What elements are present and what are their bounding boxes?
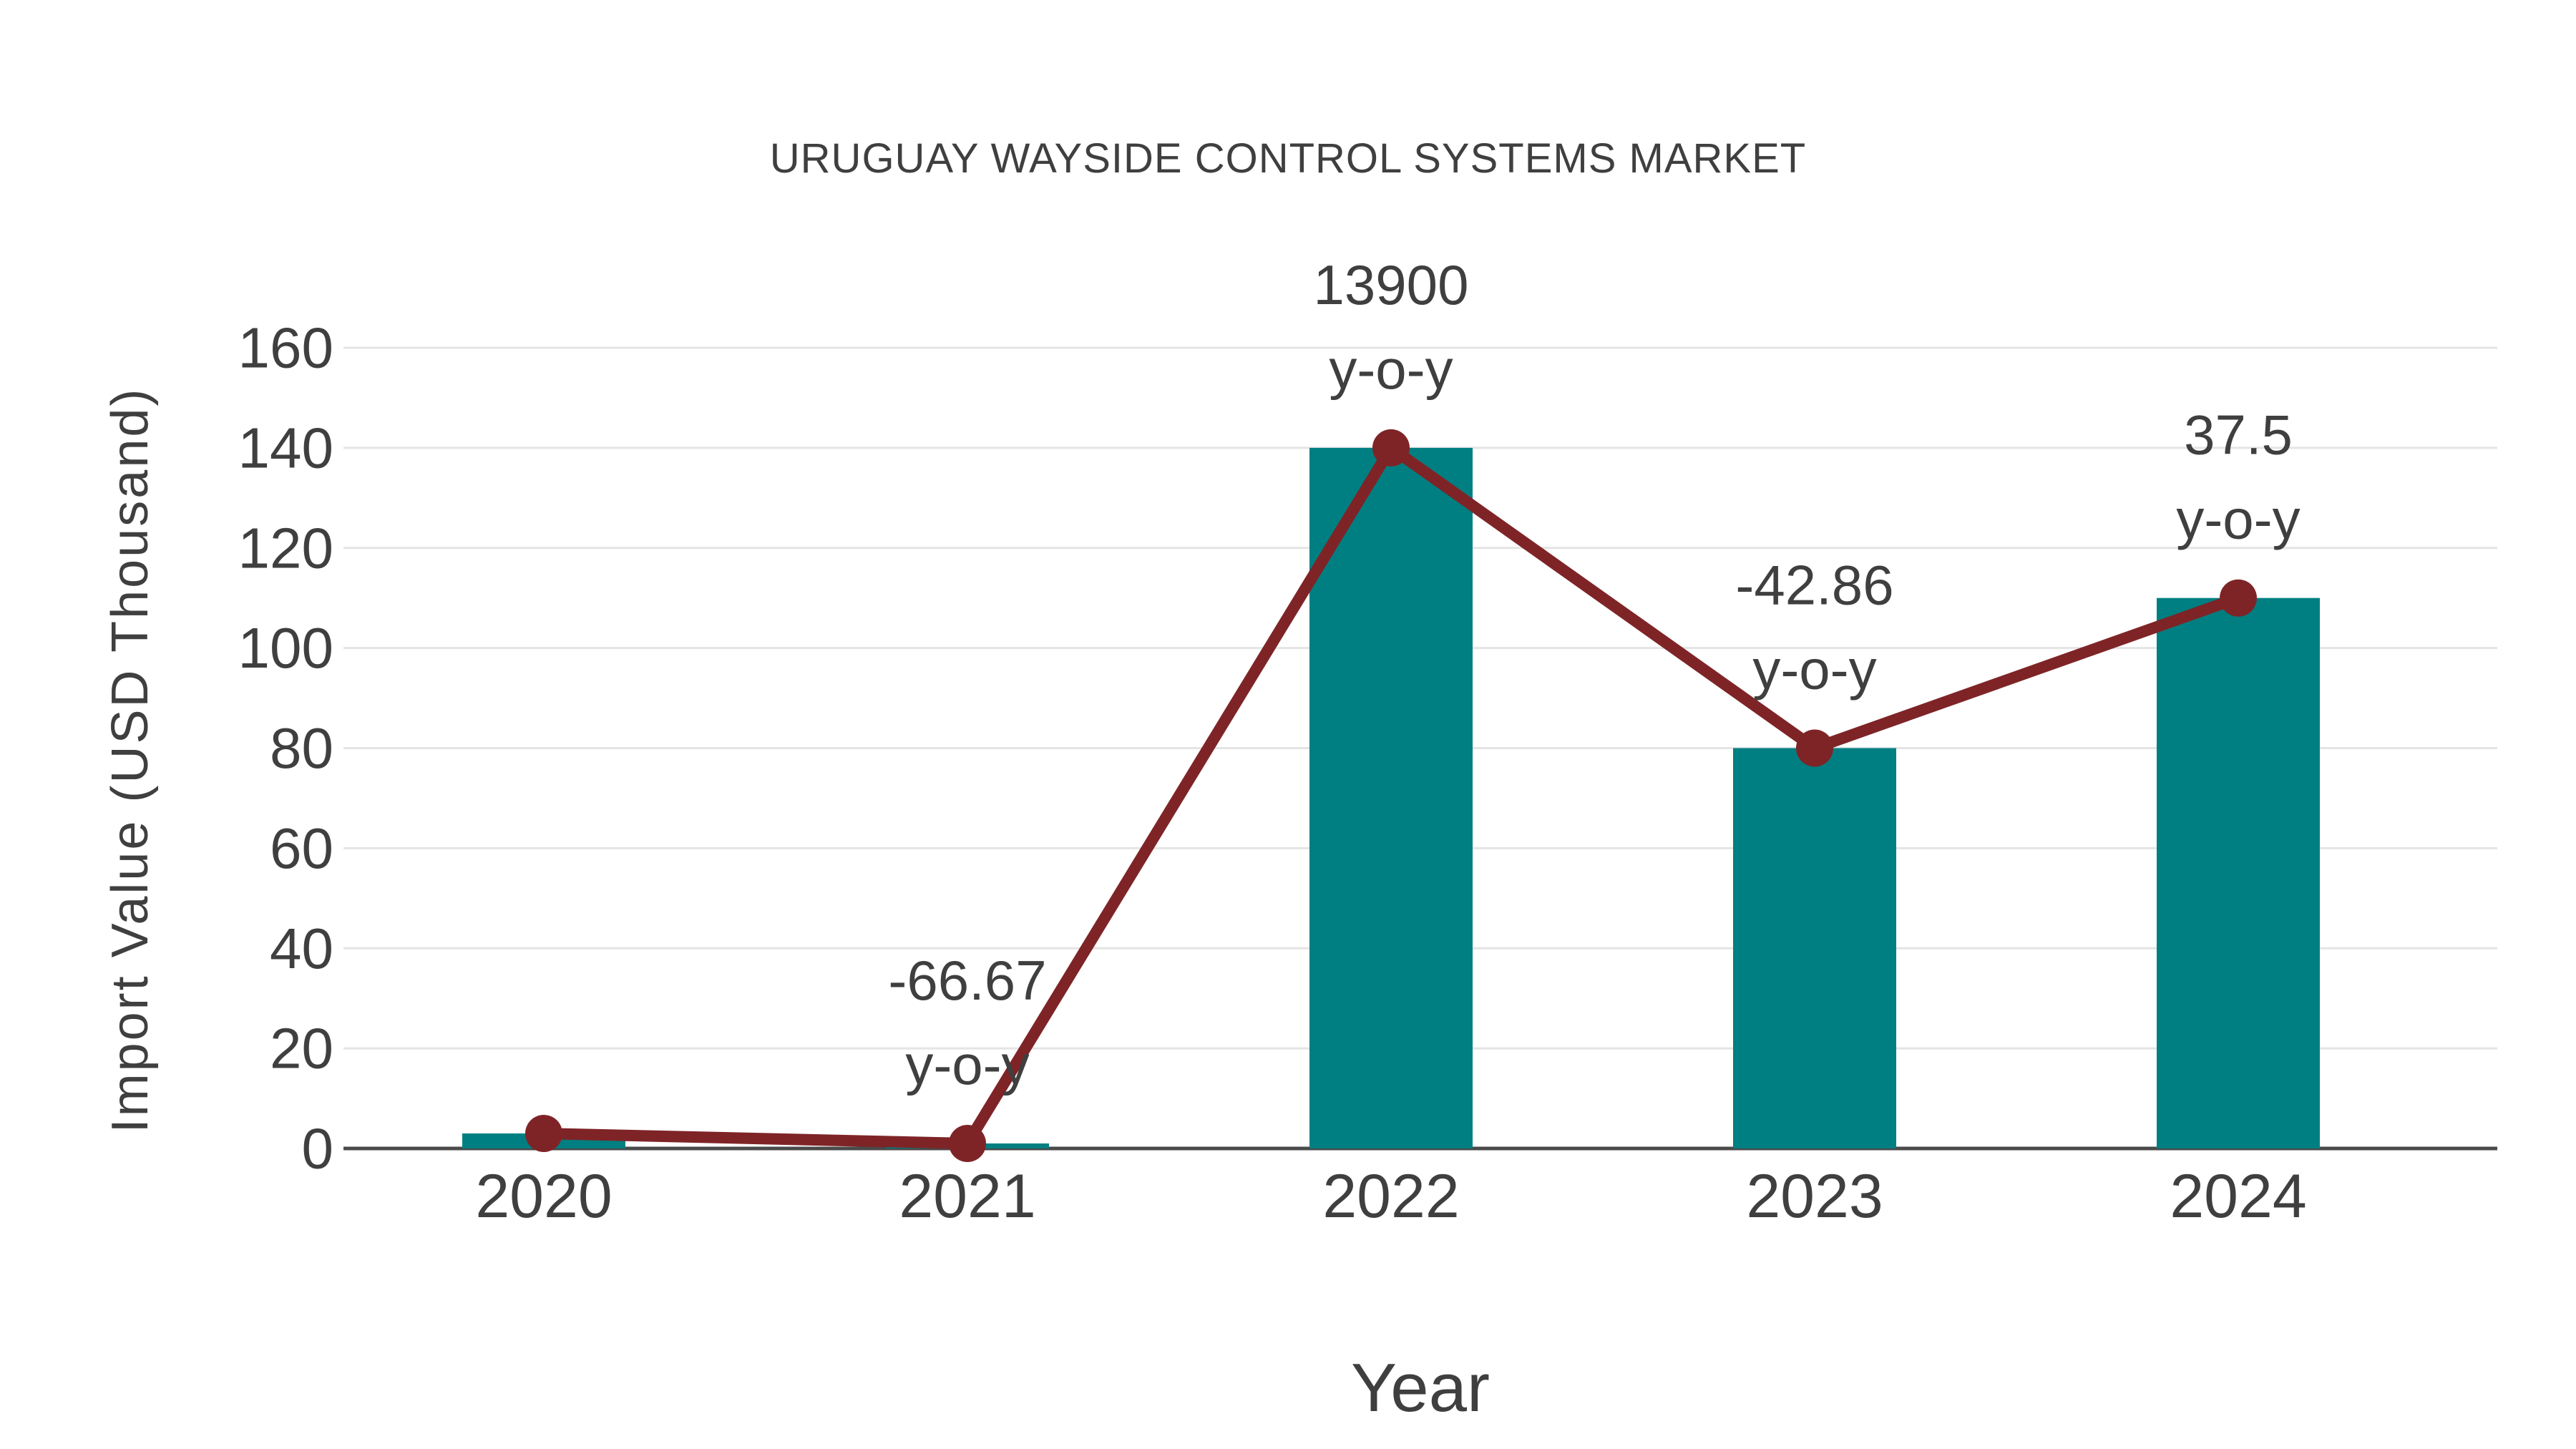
y-tick-60: 60 bbox=[270, 816, 333, 880]
bar-2022 bbox=[1309, 447, 1473, 1148]
marker-2023 bbox=[1796, 729, 1833, 767]
x-tick-2022: 2022 bbox=[1322, 1162, 1459, 1231]
x-tick-2023: 2023 bbox=[1746, 1162, 1883, 1231]
y-tick-100: 100 bbox=[238, 616, 333, 680]
x-axis-title: Year bbox=[1351, 1350, 1490, 1426]
bar-2024 bbox=[2157, 597, 2320, 1148]
marker-2022 bbox=[1372, 429, 1410, 467]
annotation-value-2022: 13900 bbox=[1314, 253, 1469, 316]
y-tick-140: 140 bbox=[238, 416, 333, 479]
annotation-yoy-2023: y-o-y bbox=[1752, 638, 1876, 701]
annotation-value-2021: -66.67 bbox=[888, 949, 1046, 1012]
y-tick-0: 0 bbox=[302, 1117, 334, 1181]
x-tick-2021: 2021 bbox=[899, 1162, 1035, 1231]
y-tick-160: 160 bbox=[238, 316, 333, 380]
y-tick-80: 80 bbox=[270, 716, 333, 780]
marker-2021 bbox=[949, 1125, 986, 1163]
marker-2020 bbox=[525, 1115, 562, 1153]
y-tick-40: 40 bbox=[270, 917, 333, 980]
y-tick-20: 20 bbox=[270, 1017, 333, 1080]
x-tick-2024: 2024 bbox=[2170, 1162, 2306, 1231]
bar-2023 bbox=[1733, 748, 1896, 1148]
annotation-yoy-2024: y-o-y bbox=[2176, 488, 2300, 551]
y-tick-120: 120 bbox=[238, 516, 333, 580]
annotation-yoy-2022: y-o-y bbox=[1329, 338, 1453, 401]
annotation-yoy-2021: y-o-y bbox=[905, 1033, 1029, 1096]
chart-title: URUGUAY WAYSIDE CONTROL SYSTEMS MARKET bbox=[769, 135, 1807, 182]
annotation-value-2023: -42.86 bbox=[1735, 554, 1893, 617]
marker-2024 bbox=[2220, 579, 2257, 617]
x-tick-2020: 2020 bbox=[475, 1162, 612, 1231]
annotation-value-2024: 37.5 bbox=[2184, 404, 2293, 467]
